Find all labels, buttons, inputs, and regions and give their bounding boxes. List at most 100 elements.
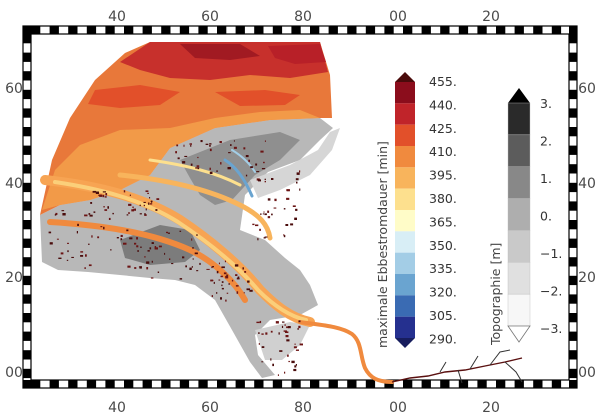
- left-tick-label: 60: [5, 81, 23, 97]
- frame-block: [198, 380, 208, 388]
- speckle: [191, 266, 193, 268]
- speckle: [155, 209, 158, 211]
- speckle: [177, 157, 180, 160]
- speckle: [110, 249, 112, 251]
- speckle: [103, 226, 105, 230]
- frame-block: [569, 350, 577, 360]
- speckle: [267, 198, 271, 201]
- secondary-channel: [47, 219, 248, 303]
- speckle: [212, 266, 214, 268]
- speckle: [126, 229, 129, 232]
- speckle: [270, 358, 272, 361]
- speckle: [287, 354, 289, 357]
- speckle: [220, 297, 222, 300]
- frame-block: [217, 26, 227, 34]
- speckle: [299, 343, 303, 346]
- speckle: [104, 196, 107, 198]
- speckle: [283, 234, 285, 236]
- frame-block: [23, 313, 31, 323]
- ebbe-fan-mid: [215, 90, 300, 106]
- speckle: [108, 217, 111, 220]
- speckle: [290, 223, 294, 226]
- left-tick-label: 00: [5, 365, 23, 381]
- speckle: [243, 292, 245, 294]
- speckle: [225, 275, 229, 279]
- speckle: [150, 200, 153, 202]
- speckle: [258, 332, 260, 334]
- speckle: [277, 374, 279, 376]
- frame-block: [235, 380, 245, 388]
- right-tick-labels: 60 40 20 00: [578, 81, 596, 381]
- bottom-tick-label: 80: [294, 400, 312, 416]
- speckle: [209, 143, 212, 145]
- speckle: [216, 270, 219, 274]
- speckle: [245, 174, 248, 177]
- speckle: [132, 206, 134, 208]
- speckle: [236, 291, 239, 294]
- colorbar-swatch: [395, 231, 415, 253]
- speckle: [136, 237, 138, 240]
- speckle: [264, 213, 267, 216]
- speckle: [197, 167, 200, 170]
- speckle: [282, 321, 285, 323]
- speckle: [297, 328, 299, 330]
- frame-block: [179, 26, 190, 34]
- speckle: [157, 271, 160, 273]
- bottom-tick-label: 20: [482, 400, 500, 416]
- speckle: [244, 271, 247, 273]
- frame-block: [23, 257, 31, 267]
- speckle: [274, 198, 277, 202]
- speckle: [216, 170, 218, 172]
- colorbar-tick-label: 290.: [429, 331, 457, 346]
- speckle: [246, 288, 250, 291]
- speckle: [287, 326, 291, 329]
- speckle: [294, 365, 297, 368]
- speckle: [219, 141, 222, 144]
- river-line: [391, 357, 523, 383]
- colorbar-tick-label: 2.: [540, 134, 552, 149]
- speckle: [296, 181, 298, 184]
- colorbar-swatch: [395, 210, 415, 232]
- frame-block: [23, 164, 31, 174]
- speckle: [221, 281, 224, 283]
- speckle: [295, 208, 298, 211]
- colorbar-swatch: [395, 103, 415, 125]
- speckle: [261, 346, 265, 348]
- frame-block: [23, 108, 31, 118]
- speckle: [278, 332, 280, 335]
- speckle: [184, 155, 188, 157]
- speckle: [262, 213, 265, 215]
- speckle: [55, 212, 58, 215]
- river-channel: [298, 320, 394, 384]
- top-tick-label: 80: [294, 9, 312, 25]
- speckle: [60, 252, 64, 255]
- speckle: [206, 268, 210, 270]
- speckle: [143, 201, 146, 203]
- speckle: [176, 144, 179, 147]
- speckle: [102, 191, 106, 193]
- speckle: [56, 238, 59, 240]
- speckle: [76, 231, 78, 234]
- speckle: [209, 148, 212, 152]
- speckle: [147, 192, 149, 194]
- frame-block: [458, 380, 469, 388]
- speckle: [62, 213, 66, 216]
- frame-block: [421, 380, 431, 388]
- frame-block: [328, 380, 338, 388]
- speckle: [134, 242, 137, 245]
- speckle: [259, 320, 262, 324]
- colorbar-tick-label: 350.: [429, 238, 457, 253]
- speckle: [284, 371, 286, 374]
- speckle: [100, 226, 103, 228]
- speckle: [169, 258, 171, 260]
- colorbar-tick-label: 305.: [429, 308, 457, 323]
- frame-corner: [569, 380, 577, 388]
- colorbar-tick-label: 320.: [429, 285, 457, 300]
- top-tick-label: 60: [201, 9, 219, 25]
- colorbar-tick-label: −2.: [540, 284, 562, 299]
- frame-block: [23, 294, 31, 304]
- speckle: [143, 204, 145, 207]
- speckle: [54, 214, 57, 216]
- right-tick-label: 60: [578, 81, 596, 97]
- speckle: [80, 255, 84, 257]
